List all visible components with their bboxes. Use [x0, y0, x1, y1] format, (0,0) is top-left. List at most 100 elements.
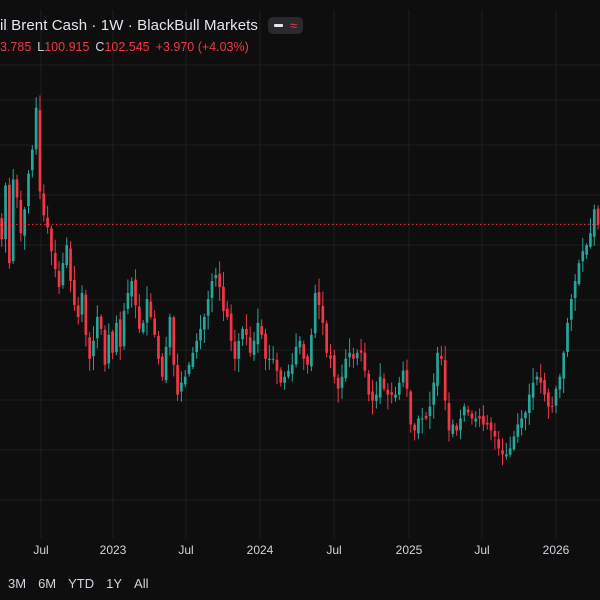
candle [367, 370, 371, 402]
candle [306, 354, 309, 374]
candle [417, 415, 420, 440]
candle-body [275, 359, 279, 371]
candle [11, 169, 15, 264]
candle [332, 349, 336, 384]
candle-body [386, 389, 390, 395]
candle-body [321, 305, 325, 323]
candle-body [547, 392, 550, 407]
candle [46, 205, 49, 234]
candle [516, 413, 520, 443]
candle-body [428, 406, 432, 417]
candle [459, 409, 462, 440]
candle [283, 371, 286, 390]
time-axis[interactable]: Jul 2023 Jul 2024 Jul 2025 Jul 2026 [0, 540, 600, 560]
candle [363, 342, 367, 378]
candle-body [501, 450, 504, 455]
candle-body [111, 331, 114, 353]
candle [149, 293, 153, 320]
candle [355, 349, 359, 366]
candle [470, 410, 474, 425]
candle-body [19, 199, 23, 234]
change-value: +3.970 (+4.03%) [155, 40, 249, 54]
candle [191, 346, 195, 370]
candle-body [248, 337, 252, 353]
candle [378, 363, 382, 404]
candle-body [497, 439, 501, 449]
candle [237, 333, 241, 373]
candle-body [543, 380, 546, 395]
candle-body [413, 424, 416, 431]
candle [558, 373, 562, 399]
candle [252, 332, 256, 361]
wave-icon[interactable]: ≈ [290, 17, 298, 33]
x-tick-label: 2025 [395, 543, 423, 557]
candle [264, 328, 267, 371]
candle [84, 289, 88, 347]
minus-icon[interactable] [274, 23, 284, 27]
candle [585, 243, 588, 259]
candle-body [550, 406, 554, 408]
candle-body [470, 413, 474, 419]
candle [0, 213, 4, 247]
candle-body [382, 378, 386, 389]
candle [413, 422, 416, 441]
candle-body [436, 352, 439, 387]
candle [405, 359, 409, 397]
candle-body [88, 337, 91, 359]
candle-body [440, 355, 443, 359]
legend-controls[interactable]: ≈ [268, 16, 304, 34]
candle-body [53, 253, 57, 270]
x-tick-label: Jul [33, 543, 49, 557]
x-tick-label: 2023 [99, 543, 127, 557]
candle-body [352, 353, 355, 359]
candle-body [42, 193, 46, 216]
candle [313, 284, 317, 338]
candle [203, 313, 206, 344]
candle [53, 239, 57, 278]
candle-body [118, 319, 122, 347]
candle-body [451, 424, 455, 434]
candle-body [225, 308, 229, 317]
candle-body [141, 322, 145, 333]
candle [344, 349, 348, 382]
candle-body [539, 377, 543, 383]
candle-body [283, 376, 286, 383]
candle-body [409, 391, 413, 425]
candle [294, 333, 298, 368]
x-tick-label: Jul [326, 543, 342, 557]
candle-body [145, 299, 149, 323]
candle [225, 301, 229, 320]
candle-body [203, 316, 206, 330]
candle-body [271, 358, 275, 360]
range-1y-button[interactable]: 1Y [106, 576, 123, 591]
candle [554, 385, 558, 414]
candle-body [99, 316, 103, 329]
candle-body [290, 364, 294, 374]
candle [589, 218, 592, 249]
candle [371, 379, 374, 415]
range-3m-button[interactable]: 3M [8, 576, 27, 591]
candle-body [241, 328, 244, 340]
candle-body [183, 376, 187, 385]
range-6m-button[interactable]: 6M [38, 576, 57, 591]
candle [462, 403, 466, 422]
candle [42, 184, 46, 222]
candle-body [485, 422, 489, 425]
x-tick-label: Jul [178, 543, 194, 557]
range-ytd-button[interactable]: YTD [68, 576, 95, 591]
candle [103, 325, 107, 372]
candle-body [566, 322, 569, 352]
candle [73, 265, 76, 312]
candle [298, 336, 302, 355]
x-tick-label: 2024 [246, 543, 274, 557]
candle-body [279, 370, 283, 383]
range-all-button[interactable]: All [134, 576, 149, 591]
candle [569, 294, 573, 331]
candle-body [50, 228, 53, 252]
symbol-title: il Brent Cash · 1W · BlackBull Markets [0, 16, 259, 34]
candle-body [103, 329, 107, 365]
candle-body [218, 273, 221, 288]
candle [581, 237, 585, 272]
